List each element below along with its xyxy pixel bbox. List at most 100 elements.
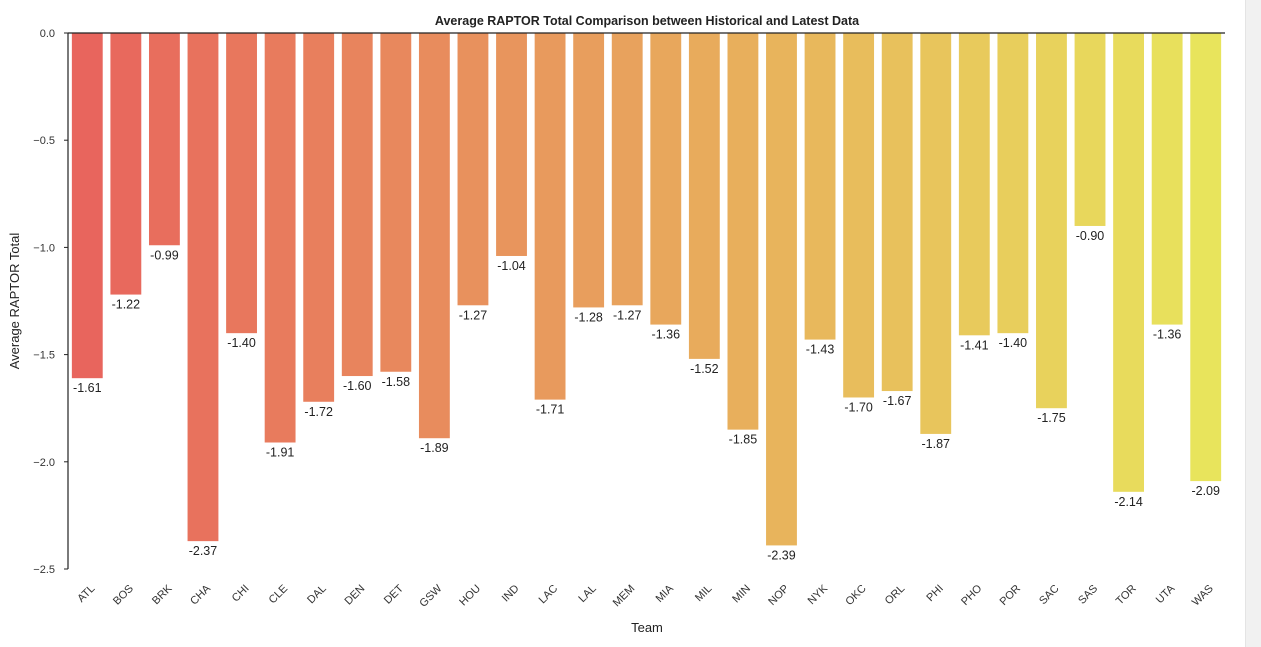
bar-cha: [187, 33, 219, 542]
x-tick-por: POR: [998, 583, 1023, 608]
bar-phi: [920, 33, 952, 434]
data-label-sas: -0.90: [1076, 229, 1105, 243]
data-label-orl: -1.67: [883, 394, 912, 408]
y-tick-label: −1.5: [33, 350, 55, 362]
bar-tor: [1113, 33, 1145, 492]
bar-sas: [1074, 33, 1106, 226]
x-tick-was: WAS: [1190, 583, 1216, 609]
bar-den: [341, 33, 373, 377]
data-label-chi: -1.40: [227, 336, 256, 350]
x-tick-cle: CLE: [267, 583, 291, 607]
x-tick-nyk: NYK: [806, 582, 831, 607]
x-tick-okc: OKC: [843, 583, 868, 608]
bar-sac: [1036, 33, 1067, 409]
bar-was: [1190, 33, 1222, 482]
data-label-phi: -1.87: [922, 437, 951, 451]
bar-nyk: [804, 33, 836, 340]
data-label-por: -1.40: [999, 336, 1028, 350]
x-tick-min: MIN: [730, 583, 753, 606]
data-label-pho: -1.41: [960, 338, 989, 352]
data-label-ind: -1.04: [497, 259, 526, 273]
x-tick-gsw: GSW: [417, 582, 445, 610]
x-tick-mem: MEM: [611, 583, 638, 610]
y-tick-label: 0.0: [40, 28, 55, 40]
data-label-lac: -1.71: [536, 403, 565, 417]
x-tick-nop: NOP: [766, 583, 791, 608]
x-tick-sac: SAC: [1037, 583, 1062, 608]
data-label-sac: -1.75: [1037, 411, 1066, 425]
bars-group: [71, 33, 1222, 546]
data-label-cha: -2.37: [189, 544, 218, 558]
x-tick-ind: IND: [500, 583, 522, 605]
y-axis-label: Average RAPTOR Total: [7, 233, 22, 370]
x-axis-ticks: ATL BOS BRK CHA CHI CLE DAL DEN DET GSW HOU IND LAC L…: [75, 582, 1216, 610]
bar-orl: [881, 33, 913, 392]
bar-por: [997, 33, 1029, 334]
data-label-mil: -1.52: [690, 362, 719, 376]
x-axis-label: Team: [631, 620, 663, 635]
bar-mia: [650, 33, 682, 325]
data-label-mem: -1.27: [613, 308, 642, 322]
data-label-nop: -2.39: [767, 548, 796, 562]
bar-dal: [303, 33, 335, 402]
x-tick-tor: TOR: [1114, 583, 1139, 608]
data-label-nyk: -1.43: [806, 343, 835, 357]
scrollbar-edge: [1245, 0, 1246, 647]
chart-title: Average RAPTOR Total Comparison between …: [435, 14, 860, 28]
y-tick-label: −2.0: [33, 457, 55, 469]
bar-mem: [611, 33, 643, 306]
x-tick-mia: MIA: [654, 582, 677, 605]
data-label-det: -1.58: [382, 375, 411, 389]
data-label-mia: -1.36: [652, 328, 681, 342]
bar-hou: [457, 33, 489, 306]
y-tick-label: −0.5: [33, 135, 55, 147]
x-tick-hou: HOU: [457, 583, 483, 609]
x-tick-den: DEN: [342, 583, 367, 608]
y-tick-label: −2.5: [33, 564, 55, 576]
x-tick-atl: ATL: [75, 583, 97, 605]
x-tick-phi: PHI: [924, 583, 945, 604]
x-tick-bos: BOS: [111, 583, 136, 608]
data-label-dal: -1.72: [304, 405, 333, 419]
data-label-gsw: -1.89: [420, 441, 449, 455]
data-label-min: -1.85: [729, 433, 758, 447]
x-tick-dal: DAL: [305, 583, 329, 607]
bar-atl: [71, 33, 103, 379]
bar-nop: [766, 33, 797, 546]
x-tick-lal: LAL: [576, 583, 598, 605]
x-tick-det: DET: [382, 582, 406, 606]
bar-mil: [688, 33, 720, 359]
x-tick-orl: ORL: [883, 583, 907, 607]
data-label-was: -2.09: [1191, 484, 1220, 498]
data-label-okc: -1.70: [844, 400, 873, 414]
data-label-atl: -1.61: [73, 381, 102, 395]
bar-det: [380, 33, 412, 372]
x-tick-mil: MIL: [693, 583, 714, 604]
data-label-lal: -1.28: [574, 310, 603, 324]
data-label-hou: -1.27: [459, 308, 488, 322]
data-label-den: -1.60: [343, 379, 372, 393]
data-label-tor: -2.14: [1114, 495, 1143, 509]
bar-brk: [148, 33, 180, 246]
data-label-bos: -1.22: [112, 298, 141, 312]
bar-lac: [534, 33, 566, 400]
x-tick-lac: LAC: [537, 583, 561, 607]
bar-lal: [573, 33, 605, 308]
x-tick-sas: SAS: [1076, 583, 1100, 607]
bar-bos: [110, 33, 142, 295]
bar-uta: [1151, 33, 1183, 325]
bar-pho: [958, 33, 990, 336]
y-axis-ticks: 0.0 −0.5 −1.0 −1.5 −2.0 −2.5: [33, 28, 68, 576]
x-tick-cha: CHA: [188, 582, 213, 607]
data-label-cle: -1.91: [266, 446, 295, 460]
bar-gsw: [418, 33, 450, 439]
data-label-uta: -1.36: [1153, 328, 1182, 342]
bar-min: [727, 33, 759, 430]
scrollbar-track[interactable]: [1245, 0, 1261, 647]
value-labels-group: -1.61 -1.22 -0.99 -2.37 -1.40 -1.91 -1.72 -1.60…: [73, 229, 1220, 562]
x-tick-brk: BRK: [150, 582, 175, 607]
data-label-brk: -0.99: [150, 248, 179, 262]
x-tick-chi: CHI: [230, 583, 252, 605]
bar-ind: [496, 33, 527, 256]
